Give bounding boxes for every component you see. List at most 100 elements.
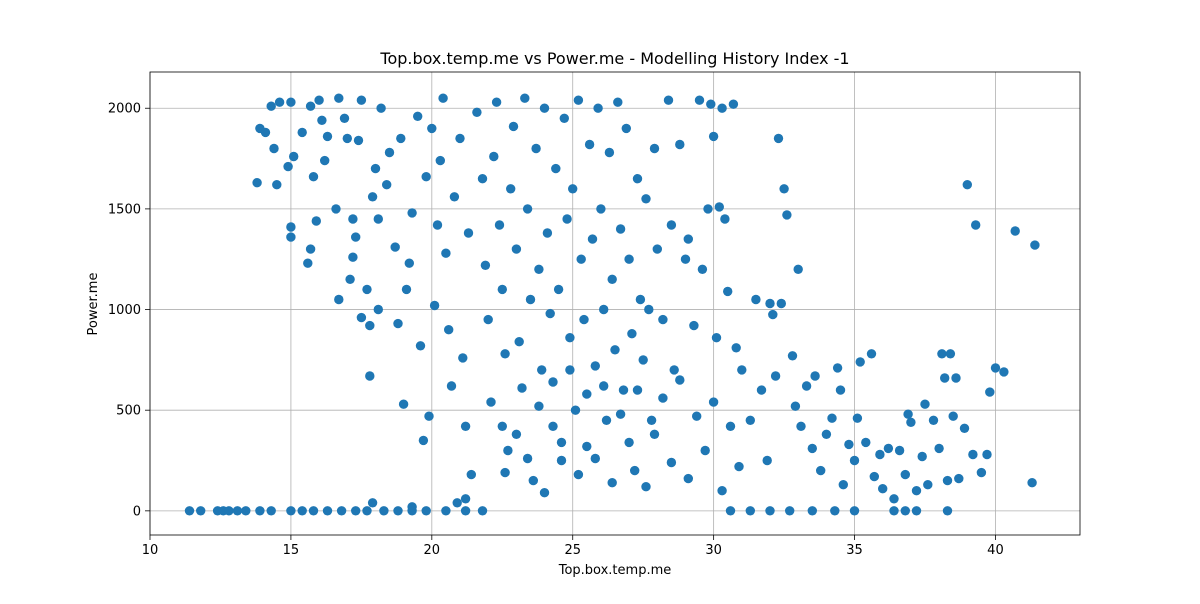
data-point [632,385,643,395]
data-point [971,220,981,230]
data-point [765,506,775,516]
data-point [308,506,319,516]
data-point [590,361,600,371]
y-tick-label: 1500 [108,202,141,217]
data-point [658,393,668,403]
data-point [801,381,812,391]
data-point [500,467,510,478]
data-point [593,103,603,113]
data-point [286,232,296,242]
data-point [421,506,431,516]
data-point [762,455,772,466]
data-point [601,415,612,425]
data-point [875,449,885,460]
data-point [911,486,922,496]
data-point [787,351,798,361]
data-point [542,228,553,238]
data-point [646,415,657,425]
y-tick-label: 1000 [108,303,141,318]
data-point [889,506,899,516]
data-point [441,248,451,258]
data-point [675,375,685,385]
data-point [534,401,544,411]
data-point [599,304,609,315]
data-point [728,99,739,109]
x-tick-label: 10 [142,543,159,558]
data-point [491,97,502,107]
data-point [635,294,646,305]
data-point [424,411,434,421]
data-point [641,194,651,204]
data-point [551,163,561,174]
data-point [297,127,307,138]
data-point [497,284,507,295]
data-point [666,220,677,230]
data-point [615,224,626,234]
data-point [379,506,389,516]
data-point [624,254,634,264]
data-point [506,184,516,194]
data-point [297,506,307,516]
data-point [348,214,358,224]
data-point [266,101,276,111]
data-point [683,473,693,484]
data-point [849,455,860,466]
data-point [627,329,637,339]
data-point [348,252,358,262]
data-point [511,429,522,439]
data-point [968,449,978,460]
data-point [838,480,848,490]
data-point [945,349,956,359]
data-point [599,381,609,391]
data-point [723,286,733,297]
data-point [889,494,899,504]
data-point [807,506,817,516]
data-point [531,143,541,154]
data-point [680,254,691,264]
data-point [751,294,761,305]
data-point [649,429,660,439]
data-point [844,439,854,450]
data-point [517,383,527,393]
data-point [559,113,569,124]
data-point [435,155,445,166]
data-point [869,471,879,482]
data-point [415,341,426,351]
data-point [669,365,679,375]
data-point [565,333,575,343]
data-point [303,258,313,268]
data-point [317,115,327,126]
data-point [345,274,355,284]
data-point [768,309,778,320]
data-point [615,409,626,419]
data-point [906,417,916,427]
data-point [697,264,708,274]
data-point [522,204,533,214]
data-point [618,385,629,395]
data-point [878,484,888,494]
data-point [525,294,536,305]
data-point [322,506,333,516]
data-point [486,397,496,407]
data-point [497,421,507,431]
data-point [765,298,775,309]
data-point [903,409,913,419]
data-point [630,465,640,476]
data-point [1010,226,1020,236]
data-point [320,155,330,166]
data-point [376,103,386,113]
data-point [520,93,530,103]
data-point [351,232,361,242]
data-point [356,312,367,323]
data-point [367,498,378,508]
data-point [985,387,995,397]
x-tick-label: 20 [424,543,441,558]
data-point [367,192,378,202]
data-point [339,113,350,124]
data-point [522,453,533,464]
grid-lines [149,72,1080,535]
data-point [444,325,454,335]
data-point [429,300,440,311]
y-tick-label: 2000 [108,102,141,117]
